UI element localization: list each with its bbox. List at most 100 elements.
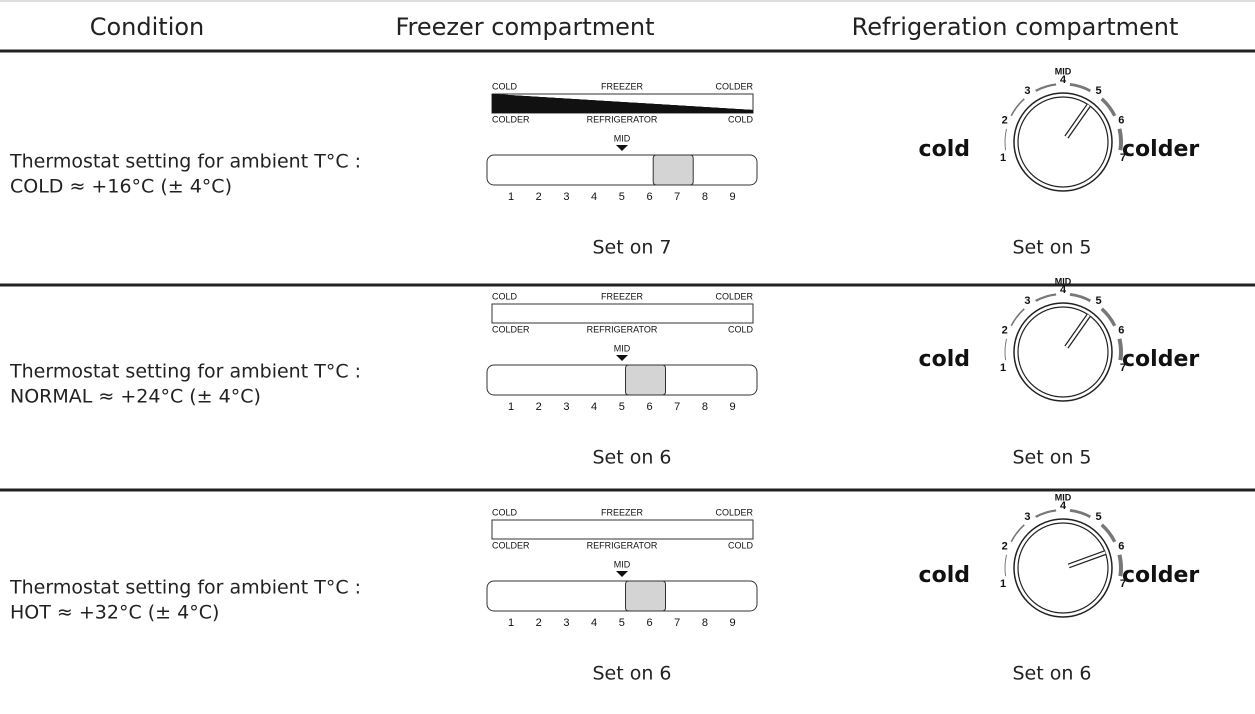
scale-label: COLDER [715, 81, 753, 91]
dial-number: 1 [1000, 152, 1006, 164]
dial-number: 2 [1002, 541, 1008, 553]
scale-number: 2 [536, 401, 542, 413]
condition-text: Thermostat setting for ambient T°C : [9, 151, 361, 173]
dial-arc [1011, 99, 1024, 116]
dial-number: 3 [1024, 511, 1030, 523]
condition-text: COLD ≈ +16°C (± 4°C) [10, 176, 232, 198]
dial-number: 6 [1118, 541, 1124, 553]
scale-wedge [492, 94, 753, 113]
dial-arc [1070, 510, 1090, 516]
scale-label: COLD [728, 114, 754, 124]
scale-box [492, 520, 753, 539]
dial-mid: MID [1055, 276, 1072, 286]
scale-number: 4 [591, 617, 597, 629]
dial-number: 5 [1095, 511, 1101, 523]
scale-label: REFRIGERATOR [587, 114, 658, 124]
dial-arc [1102, 99, 1115, 116]
scale-number: 1 [508, 191, 514, 203]
scale-number: 8 [702, 191, 708, 203]
dial-number: 7 [1120, 152, 1126, 164]
dial-pointer-core [1069, 553, 1106, 566]
slider-handle [626, 365, 666, 395]
slider-handle [653, 155, 693, 185]
header-cell: Freezer compartment [395, 13, 654, 41]
dial-number: 5 [1095, 295, 1101, 307]
scale-label: COLDER [715, 507, 753, 517]
dial-number: 2 [1002, 325, 1008, 337]
mid-arrow [616, 355, 628, 361]
scale-number: 5 [619, 401, 625, 413]
dial-outer [1014, 93, 1112, 191]
dial-inner [1018, 97, 1108, 187]
scale-number: 6 [646, 191, 652, 203]
scale-number: 1 [508, 401, 514, 413]
refrigerator-caption: Set on 5 [1012, 237, 1091, 259]
scale-label: REFRIGERATOR [587, 540, 658, 550]
scale-label: COLD [728, 324, 754, 334]
dial-pointer-core [1066, 315, 1088, 347]
dial-arc [1011, 309, 1024, 326]
scale-label: FREEZER [601, 291, 644, 301]
dial-arc [1036, 294, 1056, 300]
scale-number: 2 [536, 191, 542, 203]
scale-box [492, 304, 753, 323]
dial-arc [1070, 294, 1090, 300]
scale-number: 3 [563, 191, 569, 203]
scale-label: COLDER [492, 324, 530, 334]
dial-outer [1014, 303, 1112, 401]
scale-number: 9 [730, 617, 736, 629]
scale-label: REFRIGERATOR [587, 324, 658, 334]
mid-label: MID [614, 559, 631, 569]
dial-mid: MID [1055, 492, 1072, 502]
scale-number: 9 [730, 191, 736, 203]
dial-arc [1005, 339, 1007, 360]
refrigerator-caption: Set on 5 [1012, 447, 1091, 469]
scale-number: 3 [563, 617, 569, 629]
dial-inner [1018, 523, 1108, 613]
dial-arc [1005, 555, 1007, 576]
mid-arrow [616, 145, 628, 151]
mid-arrow [616, 571, 628, 577]
dial-label: cold [919, 347, 970, 372]
scale-number: 8 [702, 401, 708, 413]
scale-number: 5 [619, 617, 625, 629]
dial-arc [1119, 129, 1121, 150]
scale-number: 7 [674, 617, 680, 629]
dial-number: 6 [1118, 115, 1124, 127]
slider-track [487, 581, 757, 611]
slider-handle [626, 581, 666, 611]
dial-arc [1011, 525, 1024, 542]
dial-number: 3 [1024, 295, 1030, 307]
dial-arc [1005, 129, 1007, 150]
dial-arc [1119, 555, 1121, 576]
scale-number: 4 [591, 191, 597, 203]
freezer-caption: Set on 7 [592, 237, 671, 259]
dial-inner [1018, 307, 1108, 397]
slider-track [487, 365, 757, 395]
dial-number: 3 [1024, 85, 1030, 97]
scale-label: FREEZER [601, 81, 644, 91]
slider-track [487, 155, 757, 185]
scale-number: 3 [563, 401, 569, 413]
dial-arc [1102, 309, 1115, 326]
condition-text: Thermostat setting for ambient T°C : [9, 361, 361, 383]
dial-number: 7 [1120, 362, 1126, 374]
freezer-caption: Set on 6 [592, 447, 671, 469]
dial-arc [1036, 84, 1056, 90]
scale-number: 9 [730, 401, 736, 413]
scale-label: FREEZER [601, 507, 644, 517]
dial-label: colder [1122, 347, 1199, 372]
condition-text: HOT ≈ +32°C (± 4°C) [10, 602, 219, 624]
scale-number: 6 [646, 401, 652, 413]
scale-number: 8 [702, 617, 708, 629]
refrigerator-caption: Set on 6 [1012, 663, 1091, 685]
scale-number: 6 [646, 617, 652, 629]
scale-label: COLD [492, 81, 518, 91]
dial-arc [1036, 510, 1056, 516]
header-cell: Condition [90, 13, 205, 41]
dial-number: 5 [1095, 85, 1101, 97]
dial-label: colder [1122, 137, 1199, 162]
scale-label: COLD [492, 291, 518, 301]
dial-label: colder [1122, 563, 1199, 588]
header-cell: Refrigeration compartment [852, 13, 1179, 41]
